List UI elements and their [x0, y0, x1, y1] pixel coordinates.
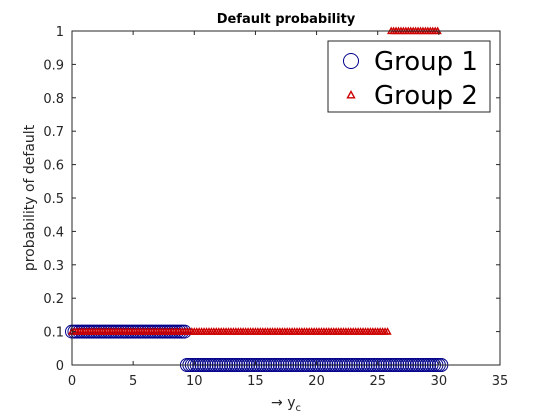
chart-title: Default probability	[217, 12, 356, 27]
y-tick-label: 0.1	[43, 326, 64, 341]
legend: Group 1 Group 2	[327, 40, 491, 113]
legend-label-2: Group 2	[374, 81, 478, 111]
y-tick-label: 0.7	[43, 125, 64, 140]
y-tick-label: 0.2	[43, 292, 64, 307]
y-tick-label: 0.5	[43, 192, 64, 207]
y-tick-label: 0	[56, 359, 64, 374]
x-axis: 0 5 10 15 20 25 30 35	[68, 31, 508, 389]
x-tick-label: 35	[492, 374, 509, 389]
y-tick-label: 0.8	[43, 92, 64, 107]
y-tick-label: 0.9	[43, 58, 64, 73]
y-tick-label: 1	[56, 25, 64, 40]
y-tick-label: 0.3	[43, 259, 64, 274]
legend-label-1: Group 1	[374, 47, 478, 77]
x-tick-label: 10	[186, 374, 203, 389]
x-tick-label: 30	[431, 374, 448, 389]
y-axis-label: probability of default	[22, 124, 38, 271]
x-tick-label: 0	[68, 374, 76, 389]
x-tick-label: 25	[369, 374, 386, 389]
y-axis: 0 0.1 0.2 0.3 0.4 0.5 0.6 0.7 0.8 0.9 1	[43, 25, 500, 374]
y-tick-label: 0.6	[43, 159, 64, 174]
x-axis-label-subscript: c	[295, 403, 301, 414]
legend-box	[327, 40, 491, 113]
x-axis-label: → yc	[271, 395, 301, 414]
x-tick-label: 15	[247, 374, 264, 389]
x-tick-label: 5	[129, 374, 137, 389]
x-tick-label: 20	[308, 374, 325, 389]
y-tick-label: 0.4	[43, 225, 64, 240]
legend-marker-2	[346, 90, 356, 99]
data-point	[383, 327, 392, 335]
x-axis-label-main: → y	[271, 395, 295, 411]
legend-marker-1	[343, 53, 359, 69]
